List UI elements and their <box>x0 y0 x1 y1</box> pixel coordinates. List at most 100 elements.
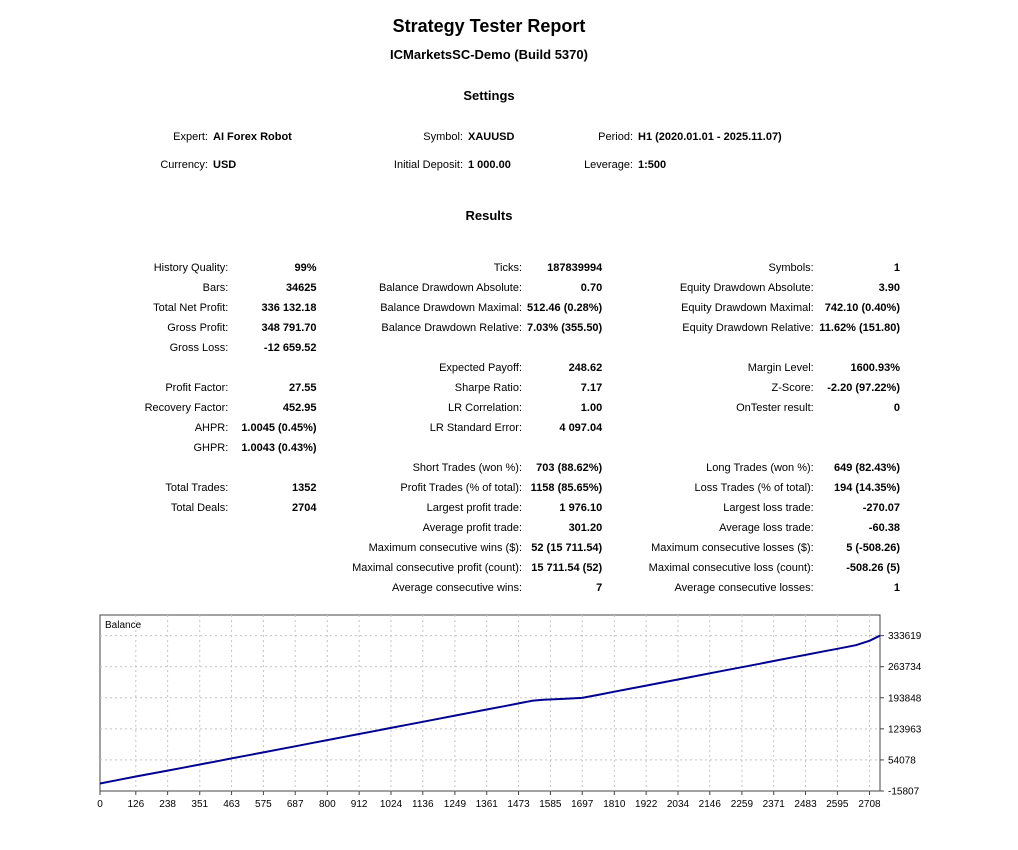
stat-value: 301.20 <box>568 522 603 534</box>
x-axis-label: 238 <box>159 799 176 810</box>
stat-value <box>228 358 316 378</box>
stat-label <box>100 558 228 578</box>
x-axis-label: 1361 <box>476 799 499 810</box>
stat-value: 4 097.04 <box>559 422 603 434</box>
stat-label: Equity Drawdown Absolute: <box>679 282 814 294</box>
stat-value: 248.62 <box>568 362 603 374</box>
stat-label: GHPR: <box>193 442 229 454</box>
stat-label: Short Trades (won %): <box>412 462 523 474</box>
x-axis-label: 2259 <box>731 799 754 810</box>
x-axis-label: 1810 <box>603 799 626 810</box>
stat-label: Maximum consecutive wins ($): <box>368 542 523 554</box>
stat-value: 2704 <box>292 502 317 514</box>
results-row: GHPR: 1.0043 (0.43%) <box>100 438 900 458</box>
y-axis-label: 193848 <box>888 693 922 704</box>
stat-value: 3.90 <box>878 282 900 294</box>
stat-value: 703 (88.62%) <box>536 462 603 474</box>
setting-value: XAUUSD <box>468 131 515 143</box>
settings-heading: Settings <box>463 88 515 103</box>
stat-value: 1352 <box>292 482 317 494</box>
x-axis-label: 2034 <box>667 799 690 810</box>
stat-value: 11.62% (151.80) <box>819 322 900 334</box>
x-axis-label: 1697 <box>571 799 594 810</box>
stat-label: Equity Drawdown Relative: <box>682 322 814 334</box>
x-axis-label: 2708 <box>858 799 881 810</box>
stat-value: -60.38 <box>868 522 900 534</box>
y-axis-label: 263734 <box>888 662 922 673</box>
stat-label: LR Correlation: <box>448 402 523 414</box>
stat-label: Symbols: <box>768 262 814 274</box>
stat-value: 34625 <box>285 282 317 294</box>
stat-value: 1158 (85.65%) <box>530 482 603 494</box>
stat-label: Margin Level: <box>747 362 814 374</box>
chart-legend-balance: Balance <box>105 620 142 631</box>
results-row: Gross Loss: -12 659.52 <box>100 338 900 358</box>
stat-value <box>228 518 316 538</box>
stat-label: Recovery Factor: <box>144 402 229 414</box>
results-row: Gross Profit: 348 791.70 Balance Drawdown … <box>100 318 900 338</box>
stat-value: 7.03% (355.50) <box>527 322 603 334</box>
stat-label: Total Net Profit: <box>153 302 229 314</box>
page-title: Strategy Tester Report <box>392 16 586 36</box>
stat-value <box>814 338 900 358</box>
report-subtitle: ICMarketsSC-Demo (Build 5370) <box>390 47 588 62</box>
stat-value: 348 791.70 <box>261 322 317 334</box>
stat-value <box>814 418 900 438</box>
setting-value: USD <box>213 159 237 171</box>
stat-value: 15 711.54 (52) <box>531 562 603 574</box>
stat-label: Maximal consecutive loss (count): <box>648 562 814 574</box>
stat-value: -508.26 (5) <box>846 562 900 574</box>
results-row: Expected Payoff: 248.62 Margin Level: 1600.… <box>100 358 900 378</box>
setting-label: Symbol: <box>423 131 463 143</box>
stat-value: 5 (-508.26) <box>846 542 900 554</box>
stat-label <box>317 438 523 458</box>
stat-value: 742.10 (0.40%) <box>824 302 900 314</box>
setting-label: Expert: <box>173 131 208 143</box>
results-row: Average profit trade: 301.20 Average loss … <box>100 518 900 538</box>
stat-label: Sharpe Ratio: <box>454 382 523 394</box>
stat-value: 52 (15 711.54) <box>531 542 603 554</box>
results-row: Total Net Profit: 336 132.18 Balance Drawd… <box>100 298 900 318</box>
x-axis-label: 2371 <box>763 799 786 810</box>
results-row: Short Trades (won %): 703 (88.62%) Long Tr… <box>100 458 900 478</box>
setting-label: Currency: <box>160 159 208 171</box>
stat-label: Profit Factor: <box>165 382 229 394</box>
y-axis-label: 54078 <box>888 755 916 766</box>
stat-value <box>228 538 316 558</box>
x-axis-label: 351 <box>191 799 208 810</box>
x-axis-label: 1136 <box>412 799 434 810</box>
stat-value: -12 659.52 <box>263 342 317 354</box>
stat-label: Largest profit trade: <box>426 502 523 514</box>
stat-label: Balance Drawdown Absolute: <box>378 282 523 294</box>
stat-label: Average loss trade: <box>719 522 814 534</box>
results-row: AHPR: 1.0045 (0.45%) LR Standard Error: 4 0… <box>100 418 900 438</box>
stat-label: Maximum consecutive losses ($): <box>651 542 814 554</box>
stat-label: Expected Payoff: <box>439 362 523 374</box>
stat-value: 1600.93% <box>850 362 900 374</box>
stat-label: Gross Loss: <box>169 342 229 354</box>
stat-label <box>100 578 228 598</box>
stat-value: 7.17 <box>580 382 603 394</box>
stat-value: 336 132.18 <box>261 302 317 314</box>
stat-label <box>100 358 228 378</box>
stat-value: 27.55 <box>289 382 317 394</box>
x-axis-label: 575 <box>255 799 272 810</box>
stat-label: Balance Drawdown Relative: <box>381 322 523 334</box>
stat-value: 512.46 (0.28%) <box>527 302 603 314</box>
results-row: Recovery Factor: 452.95 LR Correlation: 1.0… <box>100 398 900 418</box>
stat-value: 187839994 <box>547 262 603 274</box>
stat-value: -2.20 (97.22%) <box>827 382 900 394</box>
stat-label: Average profit trade: <box>422 522 523 534</box>
stat-value: 1.0045 (0.45%) <box>241 422 317 434</box>
y-axis-label: -15807 <box>888 787 920 798</box>
x-axis-label: 2595 <box>826 799 849 810</box>
stat-label: Maximal consecutive profit (count): <box>352 562 523 574</box>
results-row: Maximum consecutive wins ($): 52 (15 711.… <box>100 538 900 558</box>
stat-label <box>100 518 228 538</box>
setting-label: Leverage: <box>584 159 633 171</box>
stat-label <box>602 338 814 358</box>
x-axis-label: 463 <box>223 799 240 810</box>
setting-value: 1:500 <box>638 159 667 171</box>
stat-label: Loss Trades (% of total): <box>694 482 814 494</box>
stat-label: OnTester result: <box>736 402 814 414</box>
